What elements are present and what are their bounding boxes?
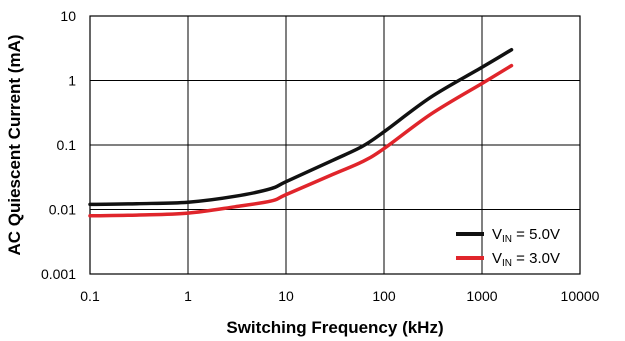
x-tick-label: 100 [372, 288, 396, 304]
x-tick-label: 1000 [466, 288, 497, 304]
y-axis-title: AC Quiescent Current (mA) [5, 34, 24, 255]
x-axis-title: Switching Frequency (kHz) [226, 318, 443, 337]
legend-label-vin-3v: VIN = 3.0V [492, 250, 560, 269]
legend-label-vin-3v-rest: = 3.0V [512, 250, 560, 267]
y-tick-label: 10 [60, 8, 76, 24]
series-line-1 [88, 63, 514, 218]
y-tick-label: 1 [68, 73, 76, 89]
legend: VIN = 5.0V VIN = 3.0V [456, 226, 560, 269]
legend-label-vin-5v-main: V [492, 226, 502, 243]
legend-label-vin-5v-sub: IN [502, 234, 512, 245]
tick-labels: 0.1 1 10 100 1000 10000 0.001 0.01 0.1 1 10 [41, 8, 600, 304]
x-tick-label: 10000 [561, 288, 600, 304]
legend-label-vin-5v-rest: = 5.0V [512, 226, 560, 243]
x-tick-label: 10 [278, 288, 294, 304]
x-tick-label: 1 [184, 288, 192, 304]
y-tick-label: 0.01 [49, 202, 76, 218]
grid [90, 16, 580, 274]
legend-label-vin-5v: VIN = 5.0V [492, 226, 560, 245]
legend-label-vin-3v-main: V [492, 250, 502, 267]
x-tick-label: 0.1 [80, 288, 100, 304]
legend-label-vin-3v-sub: IN [502, 258, 512, 269]
y-tick-label: 0.1 [57, 137, 77, 153]
y-tick-label: 0.001 [41, 266, 76, 282]
plot-frame [89, 15, 581, 275]
series-lines [88, 47, 514, 218]
series-line-0 [88, 47, 514, 207]
